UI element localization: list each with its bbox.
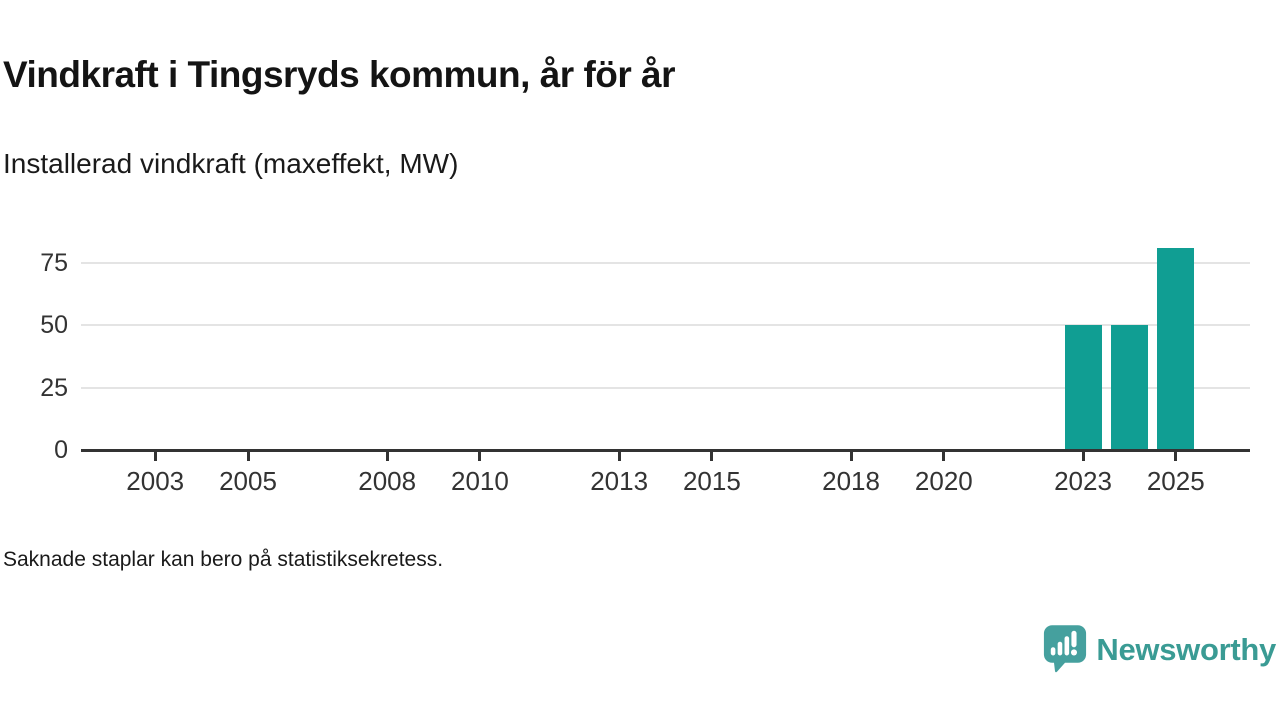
x-axis-tick	[385, 452, 389, 461]
y-axis-tick-label: 50	[40, 311, 68, 340]
x-axis-tick-label: 2010	[451, 466, 509, 496]
newsworthy-logo[interactable]: Newsworthy	[1043, 624, 1276, 675]
y-axis-tick-label: 0	[54, 436, 68, 464]
bar-2023	[1064, 325, 1102, 451]
grid-line	[81, 262, 1250, 264]
newsworthy-logo-text: Newsworthy	[1096, 631, 1276, 667]
x-axis-tick-label: 2018	[822, 466, 880, 496]
x-axis-tick	[849, 452, 853, 461]
grid-line	[81, 324, 1250, 327]
x-axis-tick	[478, 452, 482, 461]
chart-subtitle: Installerad vindkraft (maxeffekt, MW)	[3, 148, 459, 179]
bar-2025	[1157, 248, 1195, 451]
x-axis-tick-label: 2005	[219, 466, 277, 496]
x-axis-tick	[942, 452, 946, 461]
newsworthy-speech-bubble-bar-chart-icon	[1043, 624, 1087, 675]
x-axis-tick	[1081, 452, 1085, 461]
x-axis-tick	[1174, 452, 1178, 461]
x-axis-tick-label: 2025	[1146, 466, 1205, 496]
y-axis-tick-label: 75	[40, 249, 68, 277]
x-axis-tick	[153, 452, 157, 461]
grid-line	[81, 386, 1250, 389]
x-axis-tick-label: 2008	[358, 466, 417, 496]
x-axis-tick-label: 2023	[1054, 466, 1112, 496]
x-axis-tick	[617, 452, 621, 461]
bar-2024	[1110, 325, 1148, 451]
chart-footnote: Saknade staplar kan bero på statistiksek…	[3, 548, 444, 571]
x-axis-line	[81, 449, 1250, 452]
y-axis-tick-label: 25	[40, 373, 68, 402]
x-axis-tick-label: 2015	[682, 466, 741, 496]
x-axis-tick-label: 2003	[126, 466, 185, 496]
x-axis-tick-label: 2020	[914, 466, 973, 496]
x-axis-tick-label: 2013	[590, 466, 649, 496]
x-axis-tick	[246, 452, 250, 461]
chart-title: Vindkraft i Tingsryds kommun, år för år	[3, 54, 676, 95]
x-axis-tick	[710, 452, 714, 461]
